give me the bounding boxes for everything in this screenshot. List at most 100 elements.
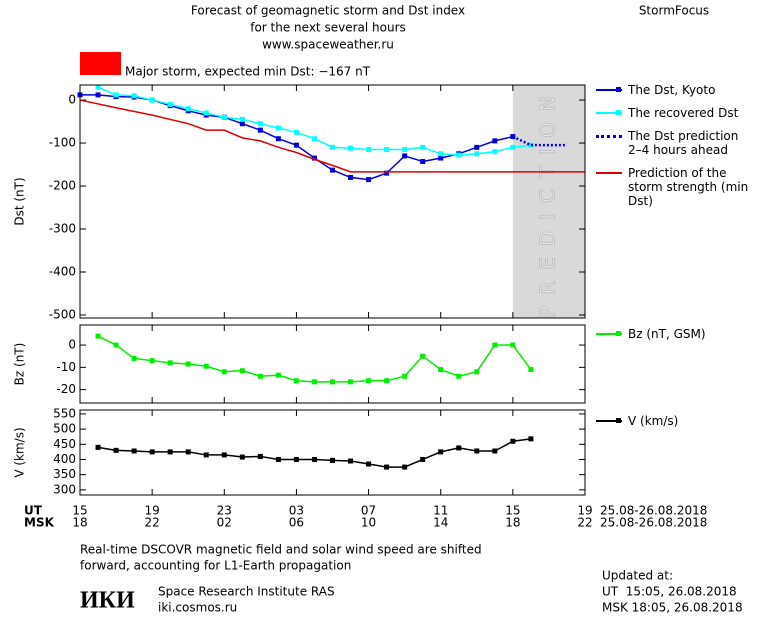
- date-range: 25.08-26.08.2018: [600, 504, 707, 518]
- marker: [221, 114, 227, 120]
- marker: [528, 142, 534, 148]
- updated-label: Updated at:: [602, 569, 673, 583]
- marker: [330, 144, 335, 150]
- marker: [384, 464, 390, 470]
- legend-label: Prediction of the storm strength (min Ds…: [628, 166, 749, 208]
- title-line: Forecast of geomagnetic storm and Dst in…: [191, 4, 465, 18]
- marker: [113, 447, 119, 453]
- plot-frame: [79, 409, 586, 496]
- marker: [311, 136, 317, 142]
- y-tick-label: -20: [56, 382, 76, 396]
- marker: [492, 149, 498, 155]
- y-tick-label: 400: [53, 452, 76, 466]
- marker: [113, 92, 119, 98]
- series-line: [97, 86, 531, 156]
- series-line: [80, 94, 514, 181]
- annotation-swatch: [80, 52, 121, 75]
- y-axis-label: V (km/s): [13, 427, 27, 477]
- legend: Bz (nT, GSM): [596, 327, 746, 350]
- x-tick-label: 11: [433, 504, 448, 518]
- updated-ut: UT 15:05, 26.08.2018: [602, 585, 737, 599]
- title-line: www.spaceweather.ru: [262, 38, 394, 52]
- brand: StormFocus: [639, 4, 709, 18]
- marker: [293, 456, 299, 462]
- y-tick-label: -200: [49, 179, 76, 193]
- annotation: Major storm, expected min Dst: −167 nT: [125, 65, 371, 79]
- marker: [203, 110, 209, 116]
- marker: [348, 379, 354, 385]
- marker: [384, 378, 390, 384]
- marker: [239, 368, 245, 374]
- marker: [366, 177, 372, 183]
- marker: [402, 153, 408, 159]
- y-axis-label: Dst (nT): [13, 177, 27, 225]
- y-tick-label: -100: [49, 136, 76, 150]
- marker: [131, 93, 137, 99]
- marker: [384, 146, 390, 152]
- legend-item: Bz (nT, GSM): [596, 327, 746, 341]
- legend-label: The recovered Dst: [628, 106, 739, 120]
- prediction-label: PREDICTION: [535, 85, 559, 318]
- marker: [402, 373, 408, 379]
- x-tick-label: 10: [361, 516, 376, 530]
- marker: [510, 144, 516, 150]
- marker: [492, 448, 498, 454]
- marker: [492, 342, 498, 348]
- marker: [438, 151, 444, 157]
- y-axis-label: Bz (nT): [13, 343, 27, 386]
- marker: [474, 151, 480, 157]
- series-line: [97, 438, 531, 468]
- marker: [275, 372, 281, 378]
- y-tick-label: 500: [53, 422, 76, 436]
- marker: [131, 448, 137, 454]
- marker: [113, 342, 119, 348]
- marker: [293, 142, 299, 148]
- marker: [456, 373, 462, 379]
- y-tick-label: 350: [53, 467, 76, 481]
- legend-swatch: [596, 172, 622, 174]
- marker: [474, 448, 480, 454]
- marker: [528, 367, 534, 373]
- plot-frame: [79, 324, 586, 404]
- legend-item: The recovered Dst: [596, 106, 746, 120]
- marker: [203, 452, 209, 458]
- series-line: [97, 335, 532, 383]
- legend-swatch: [596, 89, 622, 91]
- legend-label: V (km/s): [628, 414, 679, 428]
- plot-frame: [79, 84, 586, 319]
- marker: [438, 449, 444, 455]
- series-line: [79, 99, 585, 173]
- marker: [239, 121, 245, 127]
- marker: [402, 146, 408, 152]
- marker: [149, 449, 155, 455]
- panel: PREDICTION Major storm, expected min Dst:…: [13, 52, 586, 321]
- legend-marker: [616, 110, 621, 115]
- marker: [185, 106, 191, 112]
- marker: [311, 379, 317, 385]
- legend-item: V (km/s): [596, 414, 746, 428]
- marker: [293, 378, 299, 384]
- legend-label: Bz (nT, GSM): [628, 327, 706, 341]
- marker: [492, 138, 498, 144]
- marker: [330, 379, 335, 385]
- legend-marker: [616, 87, 621, 92]
- marker: [239, 454, 245, 460]
- marker: [95, 444, 101, 450]
- y-tick-label: 550: [53, 406, 76, 420]
- marker: [257, 373, 263, 379]
- prediction-band: [512, 85, 585, 318]
- legend-item: The Dst, Kyoto: [596, 83, 746, 97]
- y-tick-label: 300: [53, 482, 76, 496]
- marker: [131, 355, 137, 361]
- x-tick-label: 03: [289, 504, 304, 518]
- marker: [95, 92, 101, 98]
- marker: [275, 456, 281, 462]
- x-tick-label: 18: [505, 516, 520, 530]
- legend: V (km/s): [596, 414, 746, 437]
- legend-item: The Dst prediction 2–4 hours ahead: [596, 129, 746, 157]
- marker: [167, 449, 173, 455]
- legend: The Dst, Kyoto The recovered Dst The Dst p…: [596, 83, 748, 217]
- x-tick-label: 07: [361, 504, 376, 518]
